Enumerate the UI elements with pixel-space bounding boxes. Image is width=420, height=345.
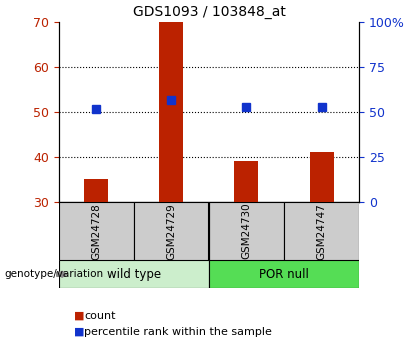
Text: GSM24728: GSM24728 [91,203,101,259]
Text: GSM24730: GSM24730 [241,203,252,259]
Text: ■: ■ [74,327,84,337]
Bar [209,202,284,260]
Text: GSM24729: GSM24729 [166,203,176,259]
Bar [310,152,333,202]
Bar [59,260,209,288]
Bar [284,202,359,260]
Title: GDS1093 / 103848_at: GDS1093 / 103848_at [133,4,285,19]
Text: count: count [84,311,116,321]
Text: POR null: POR null [259,268,309,281]
Bar [84,179,108,202]
Bar [59,202,134,260]
Text: GSM24747: GSM24747 [317,203,327,259]
Bar [209,260,359,288]
Text: wild type: wild type [107,268,161,281]
Text: percentile rank within the sample: percentile rank within the sample [84,327,272,337]
Bar [234,161,258,202]
Text: genotype/variation: genotype/variation [4,269,103,279]
Bar [134,202,209,260]
Text: ■: ■ [74,311,84,321]
Bar [160,22,184,202]
